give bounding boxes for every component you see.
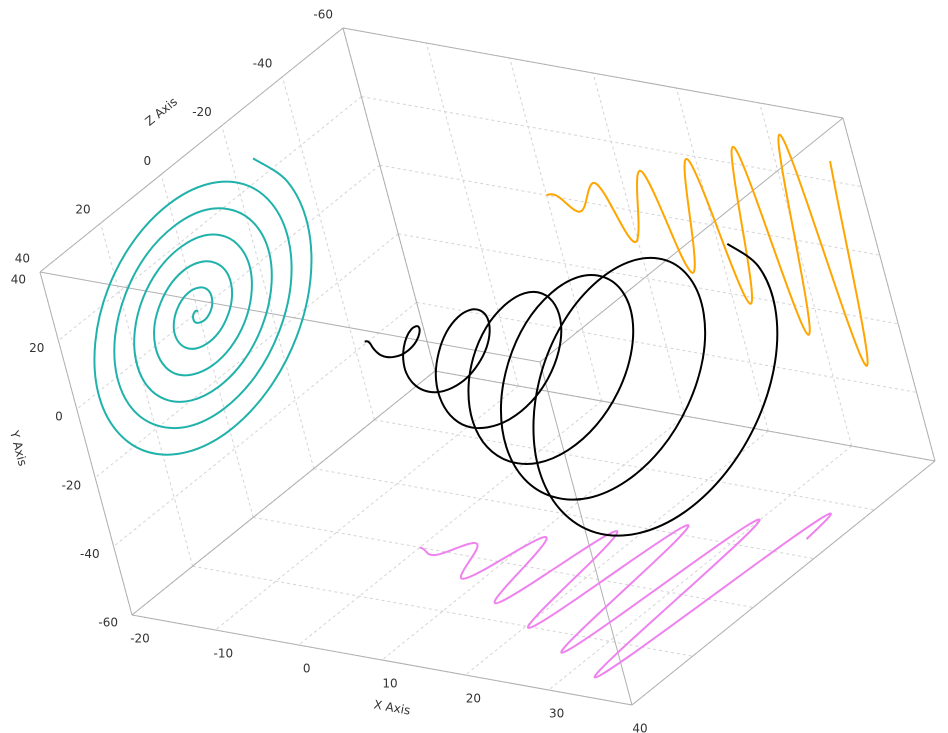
y-tick-label: -20 xyxy=(62,478,82,492)
projection-line xyxy=(93,157,313,456)
grid-line xyxy=(281,76,375,420)
x-tick-label: 40 xyxy=(632,722,647,733)
box-edge xyxy=(342,27,844,119)
projection-line xyxy=(419,512,832,679)
grid-line xyxy=(381,415,686,661)
grid-line xyxy=(160,174,254,518)
x-tick-label: -10 xyxy=(214,647,234,661)
x-tick-label: 10 xyxy=(382,677,397,691)
box-edge xyxy=(131,370,436,616)
x-tick-label: 0 xyxy=(303,662,311,676)
z-tick-label: 20 xyxy=(75,203,90,217)
grid-line xyxy=(58,96,362,341)
grid-line xyxy=(416,301,917,393)
box-edge xyxy=(39,27,344,273)
marks xyxy=(93,133,869,679)
z-tick-label: 0 xyxy=(144,154,152,168)
x-axis-title: X Axis xyxy=(373,697,412,717)
box-edge xyxy=(39,271,133,616)
box-edge xyxy=(342,27,436,372)
walls xyxy=(39,27,936,706)
grid-line xyxy=(100,223,194,567)
grid-line xyxy=(465,430,769,676)
y-tick-label: -40 xyxy=(80,547,100,561)
box-edge xyxy=(434,370,936,462)
helix-line xyxy=(364,242,779,537)
grid-line xyxy=(379,164,880,256)
y-tick-label: 0 xyxy=(55,410,63,424)
x-tick-label: 20 xyxy=(466,692,481,706)
grid-line xyxy=(361,96,862,188)
grid-line xyxy=(76,164,381,410)
z-axis-title: Z Axis xyxy=(142,95,180,129)
z-tick-label: -20 xyxy=(192,105,212,119)
grid-line xyxy=(215,385,519,631)
y-tick-label: 40 xyxy=(11,273,26,287)
grid-line xyxy=(675,87,769,432)
grid-line xyxy=(298,400,602,646)
grid-line xyxy=(374,419,875,511)
grid-line xyxy=(398,233,899,325)
box-edge xyxy=(539,117,844,363)
x-tick-label: 30 xyxy=(549,707,564,721)
grid-line xyxy=(759,102,853,447)
box-edge xyxy=(842,117,936,462)
y-tick-label: -60 xyxy=(98,616,118,630)
box-edge xyxy=(39,271,541,363)
grid-line xyxy=(253,516,754,608)
x-tick-label: -20 xyxy=(130,632,150,646)
box-edge xyxy=(631,460,936,706)
grid-line xyxy=(221,125,315,469)
grid-line xyxy=(509,57,603,402)
grid-line xyxy=(425,42,519,387)
box-edge xyxy=(539,361,633,706)
box-edge xyxy=(131,614,633,706)
z-tick-label: -40 xyxy=(253,56,273,70)
grid-line xyxy=(113,302,417,547)
z-tick-label: -60 xyxy=(313,8,333,22)
z-tick-label: 40 xyxy=(15,252,30,266)
y-axis-title: Y Axis xyxy=(7,428,30,467)
grid-line xyxy=(548,445,852,691)
grid-line xyxy=(592,72,686,417)
labels: -20 -10 0 10 20 30 40 -60 -40 -20 0 20 40 -60 -40 -20 0 2… xyxy=(7,8,648,733)
y-tick-label: 20 xyxy=(29,341,44,355)
projection-line xyxy=(546,133,869,367)
grid-line xyxy=(192,565,693,657)
